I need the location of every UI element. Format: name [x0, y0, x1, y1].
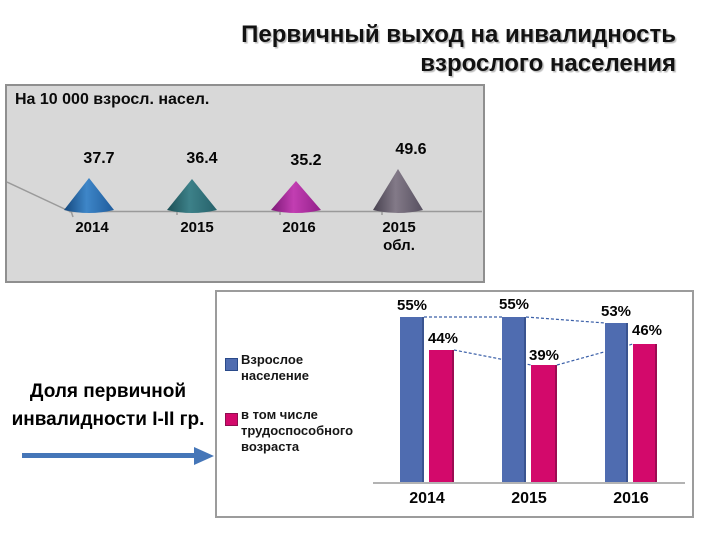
- legend-swatch-working-age: [225, 413, 238, 426]
- right-arrow-shaft: [22, 453, 194, 458]
- rate-year-2015-region: 2015 обл.: [382, 219, 416, 254]
- rate-value-2015: 36.4: [186, 150, 218, 167]
- bar-value-working-2014: 44%: [427, 330, 459, 347]
- rate-per-10000-panel: На 10 000 взросл. насел.: [5, 84, 485, 283]
- title-line-1: Первичный выход на инвалидность: [241, 21, 676, 48]
- title-line-2: взрослого населения: [420, 50, 676, 77]
- cone-2015-region: [373, 169, 423, 213]
- bar-value-working-2015: 39%: [528, 347, 560, 364]
- bar-value-working-2016: 46%: [631, 322, 663, 339]
- bar-adult-2015: [502, 317, 526, 483]
- cone-2014: [64, 178, 114, 213]
- cone-2015: [167, 179, 217, 213]
- bar-working-2015: [531, 365, 557, 483]
- rate-value-2015-region: 49.6: [395, 141, 427, 158]
- cone-2016: [271, 181, 321, 213]
- share-caption-line-2: инвалидности I-II гр.: [11, 409, 205, 430]
- legend-swatch-adult: [225, 358, 238, 371]
- axis-year-2016: 2016: [613, 490, 649, 507]
- rate-year-2016: 2016: [282, 219, 316, 236]
- bar-adult-2016: [605, 323, 628, 483]
- x-axis-line: [373, 482, 685, 484]
- rate-value-2014: 37.7: [83, 150, 115, 167]
- bar-value-adult-2014: 55%: [396, 297, 428, 314]
- rate-panel-caption: На 10 000 взросл. насел.: [15, 91, 210, 108]
- legend-label-working-age: в том числе трудоспособного возраста: [241, 407, 354, 454]
- share-caption: Доля первичной инвалидности I-II гр.: [2, 378, 214, 434]
- bar-adult-2014: [400, 317, 424, 483]
- bar-working-2016: [633, 344, 657, 483]
- rate-year-2014: 2014: [75, 219, 109, 236]
- rate-value-2016: 35.2: [290, 152, 322, 169]
- axis-year-2014: 2014: [409, 490, 445, 507]
- share-caption-line-1: Доля первичной: [29, 381, 187, 402]
- legend-label-adult: Взрослое население: [241, 352, 309, 383]
- share-chart-panel: Взрослое население в том числе трудоспос…: [215, 290, 694, 518]
- page-title: Первичный выход на инвалидность взрослог…: [241, 20, 676, 78]
- right-arrow-head: [194, 447, 214, 465]
- bar-working-2014: [429, 350, 454, 483]
- rate-year-2015: 2015: [180, 219, 214, 236]
- axis-year-2015: 2015: [511, 490, 547, 507]
- bar-value-adult-2015: 55%: [498, 296, 530, 313]
- bar-value-adult-2016: 53%: [600, 303, 632, 320]
